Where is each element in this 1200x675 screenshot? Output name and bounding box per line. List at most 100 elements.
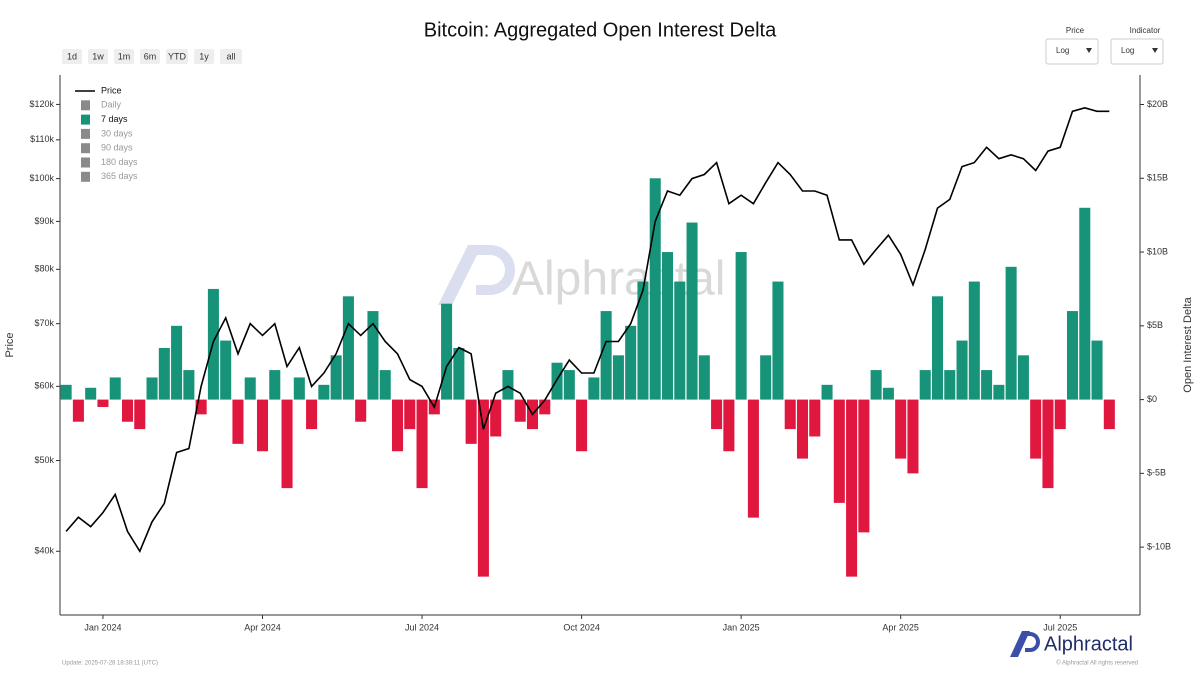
bar: [919, 370, 931, 400]
range-button[interactable]: 1d: [62, 49, 82, 64]
x-tick-label: Oct 2024: [563, 622, 600, 632]
y-tick-label: $110k: [30, 134, 54, 144]
legend-item[interactable]: 7 days: [81, 114, 128, 125]
bar: [944, 370, 956, 400]
y-tick-label: $70k: [34, 318, 54, 328]
legend-label: 7 days: [101, 114, 128, 124]
bar: [784, 399, 796, 430]
indicator-scale-dropdown[interactable]: [1110, 38, 1164, 65]
x-tick-label: Jul 2025: [1043, 622, 1077, 632]
bar: [796, 399, 809, 459]
y2-tick-label: $5B: [1147, 320, 1163, 330]
bar: [1030, 399, 1042, 459]
y-tick-label: $50k: [34, 455, 54, 465]
bar: [514, 399, 526, 422]
legend-label: Price: [101, 85, 122, 95]
bar: [870, 370, 882, 400]
legend-item[interactable]: Daily: [81, 100, 122, 111]
bar: [858, 399, 870, 533]
x-tick-label: Jan 2025: [723, 622, 760, 632]
legend-item[interactable]: 365 days: [81, 171, 138, 182]
legend-item[interactable]: 90 days: [81, 143, 133, 154]
bar: [686, 222, 698, 400]
range-button[interactable]: YTD: [166, 49, 188, 64]
price-scale-dropdown[interactable]: [1045, 38, 1099, 65]
bar: [833, 399, 845, 503]
bar: [502, 370, 514, 400]
bar: [367, 311, 379, 400]
bar: [1054, 399, 1066, 430]
y-axis-title: Price: [4, 332, 16, 357]
bar: [183, 370, 195, 400]
bar: [134, 399, 146, 430]
bar: [60, 384, 72, 400]
bar: [330, 355, 342, 400]
bar: [735, 252, 747, 400]
bar: [244, 377, 256, 400]
bar: [1079, 207, 1091, 400]
bar: [281, 399, 293, 489]
y2-tick-label: $0: [1147, 394, 1157, 404]
bar: [416, 399, 428, 489]
range-button-label: all: [226, 51, 235, 61]
range-button-bg: [114, 49, 134, 64]
bar: [772, 281, 784, 400]
legend-item[interactable]: Price: [75, 85, 122, 95]
bar: [907, 399, 919, 474]
bar: [576, 399, 588, 452]
legend-swatch: [81, 157, 90, 168]
bar: [1103, 399, 1115, 430]
watermark-logo: [470, 245, 515, 295]
y-tick-label: $120k: [29, 99, 54, 109]
y2-axis-title: Open Interest Delta: [1182, 296, 1194, 392]
bar: [158, 347, 170, 400]
brand-logo: [1024, 632, 1040, 652]
bar: [269, 370, 281, 400]
bar: [293, 377, 305, 400]
range-button-label: 6m: [144, 51, 157, 61]
y2-tick-label: $20B: [1147, 99, 1168, 109]
bar: [97, 399, 109, 407]
bar: [993, 384, 1005, 400]
bar: [809, 399, 821, 437]
bar: [85, 387, 97, 400]
range-button-bg: [140, 49, 160, 64]
bar: [956, 340, 968, 400]
y2-tick-label: $10B: [1147, 246, 1168, 256]
range-button-bg: [166, 49, 188, 64]
range-button-label: 1m: [118, 51, 131, 61]
bar: [698, 355, 710, 400]
range-button-label: 1y: [199, 51, 209, 61]
y2-tick-label: $-5B: [1147, 468, 1166, 478]
bar: [195, 399, 207, 415]
bar: [882, 387, 894, 400]
bar: [477, 399, 489, 577]
range-button[interactable]: 1w: [88, 49, 108, 64]
range-button-label: 1d: [67, 51, 77, 61]
watermark-logo: [438, 245, 482, 305]
y-tick-label: $80k: [34, 264, 54, 274]
brand-logo: [1010, 631, 1030, 657]
range-button[interactable]: 1y: [194, 49, 214, 64]
bar: [441, 303, 453, 400]
range-button[interactable]: 1m: [114, 49, 134, 64]
bar: [588, 377, 600, 400]
range-button-bg: [62, 49, 82, 64]
bar: [931, 296, 944, 400]
legend-item[interactable]: 180 days: [81, 157, 138, 168]
legend-label: 30 days: [101, 128, 133, 138]
bar: [146, 377, 158, 400]
y-tick-label: $60k: [34, 381, 54, 391]
bar: [563, 370, 575, 400]
bar: [318, 384, 330, 400]
bar: [379, 370, 391, 400]
bar: [637, 281, 649, 400]
bar: [1005, 266, 1017, 400]
bar: [391, 399, 404, 452]
range-button[interactable]: all: [220, 49, 242, 64]
bar: [342, 296, 354, 400]
legend-item[interactable]: 30 days: [81, 128, 133, 139]
range-button[interactable]: 6m: [140, 49, 160, 64]
brand-name: Alphractal: [1044, 633, 1133, 655]
